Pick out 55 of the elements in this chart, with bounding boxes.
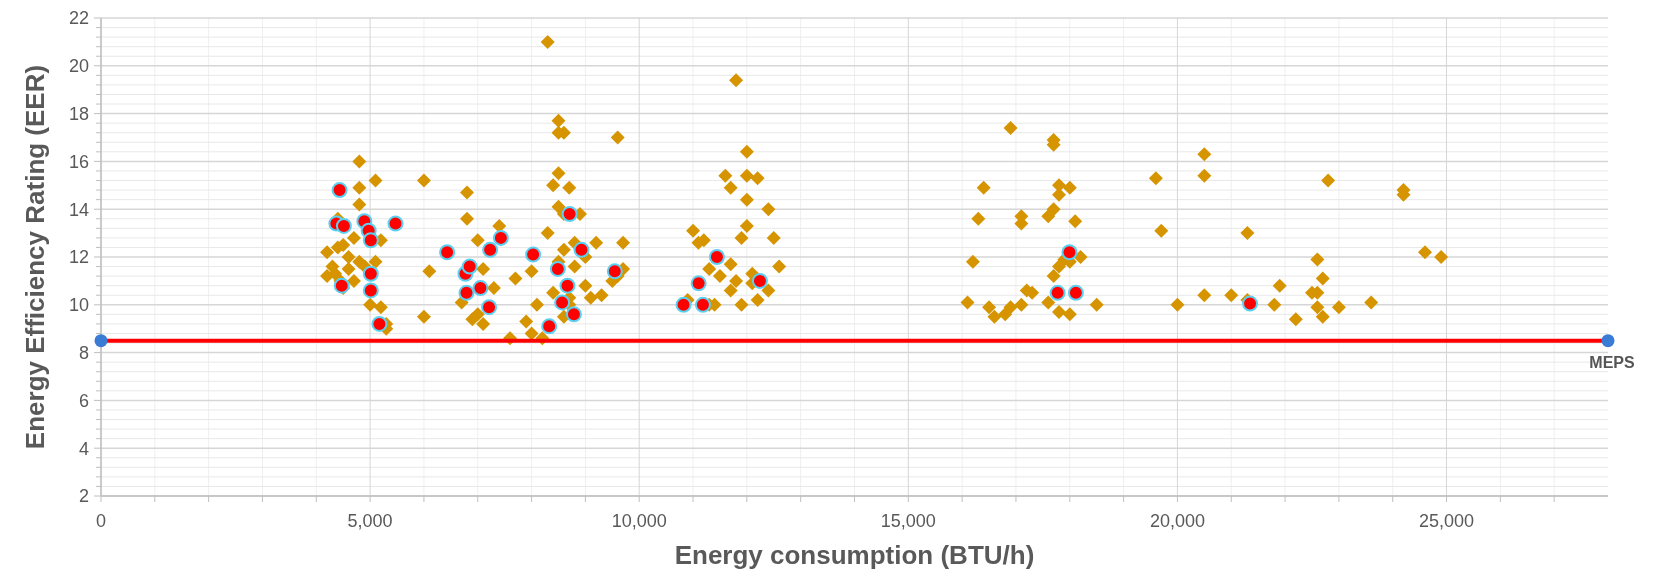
point xyxy=(525,246,542,263)
point xyxy=(573,241,590,258)
y-tick-label: 6 xyxy=(78,390,89,411)
point xyxy=(94,334,108,348)
x-tick-label: 15,000 xyxy=(880,511,936,531)
x-tick-label: 0 xyxy=(95,511,107,531)
x-tick-label: 5,000 xyxy=(347,511,393,531)
point xyxy=(554,294,571,311)
x-tick-label: 10,000 xyxy=(611,511,667,531)
point xyxy=(439,244,456,261)
point xyxy=(492,229,509,246)
point xyxy=(561,205,578,222)
point xyxy=(387,215,404,232)
y-tick-label: 14 xyxy=(68,199,89,220)
point xyxy=(751,272,768,289)
point xyxy=(708,249,725,265)
point xyxy=(565,306,582,323)
y-tick-label: 10 xyxy=(68,295,89,316)
point xyxy=(675,296,692,313)
point xyxy=(335,217,352,234)
y-tick-label: 4 xyxy=(78,438,89,459)
point xyxy=(362,232,379,249)
point xyxy=(362,265,379,282)
y-tick-label: 18 xyxy=(68,103,89,124)
point xyxy=(1061,244,1078,261)
y-tick-label: 2 xyxy=(78,486,89,507)
point xyxy=(331,182,348,199)
point xyxy=(461,258,478,275)
point xyxy=(362,282,379,299)
point xyxy=(1049,284,1066,301)
point xyxy=(482,241,499,258)
point xyxy=(694,296,711,313)
point xyxy=(458,284,475,301)
point xyxy=(559,277,576,294)
y-axis-title: Energy Efficiency Rating (EER) xyxy=(20,64,50,450)
y-tick-label: 8 xyxy=(78,342,89,363)
point xyxy=(333,277,350,294)
x-tick-label: 25,000 xyxy=(1419,511,1475,531)
x-axis-title: Energy consumption (BTU/h) xyxy=(674,540,1035,570)
y-tick-label: 20 xyxy=(68,56,89,77)
point xyxy=(1242,295,1259,312)
y-tick-label: 22 xyxy=(68,8,89,29)
point xyxy=(481,299,498,316)
y-tick-label: 12 xyxy=(68,247,89,268)
point xyxy=(690,275,707,292)
point xyxy=(1601,334,1615,348)
x-tick-label: 20,000 xyxy=(1149,511,1205,531)
point xyxy=(1067,284,1084,301)
point xyxy=(541,318,558,335)
point xyxy=(549,260,566,277)
point xyxy=(472,280,489,297)
point xyxy=(371,315,388,332)
y-tick-label: 16 xyxy=(68,151,89,172)
series-label: MEPS xyxy=(1589,353,1635,371)
point xyxy=(606,263,623,280)
